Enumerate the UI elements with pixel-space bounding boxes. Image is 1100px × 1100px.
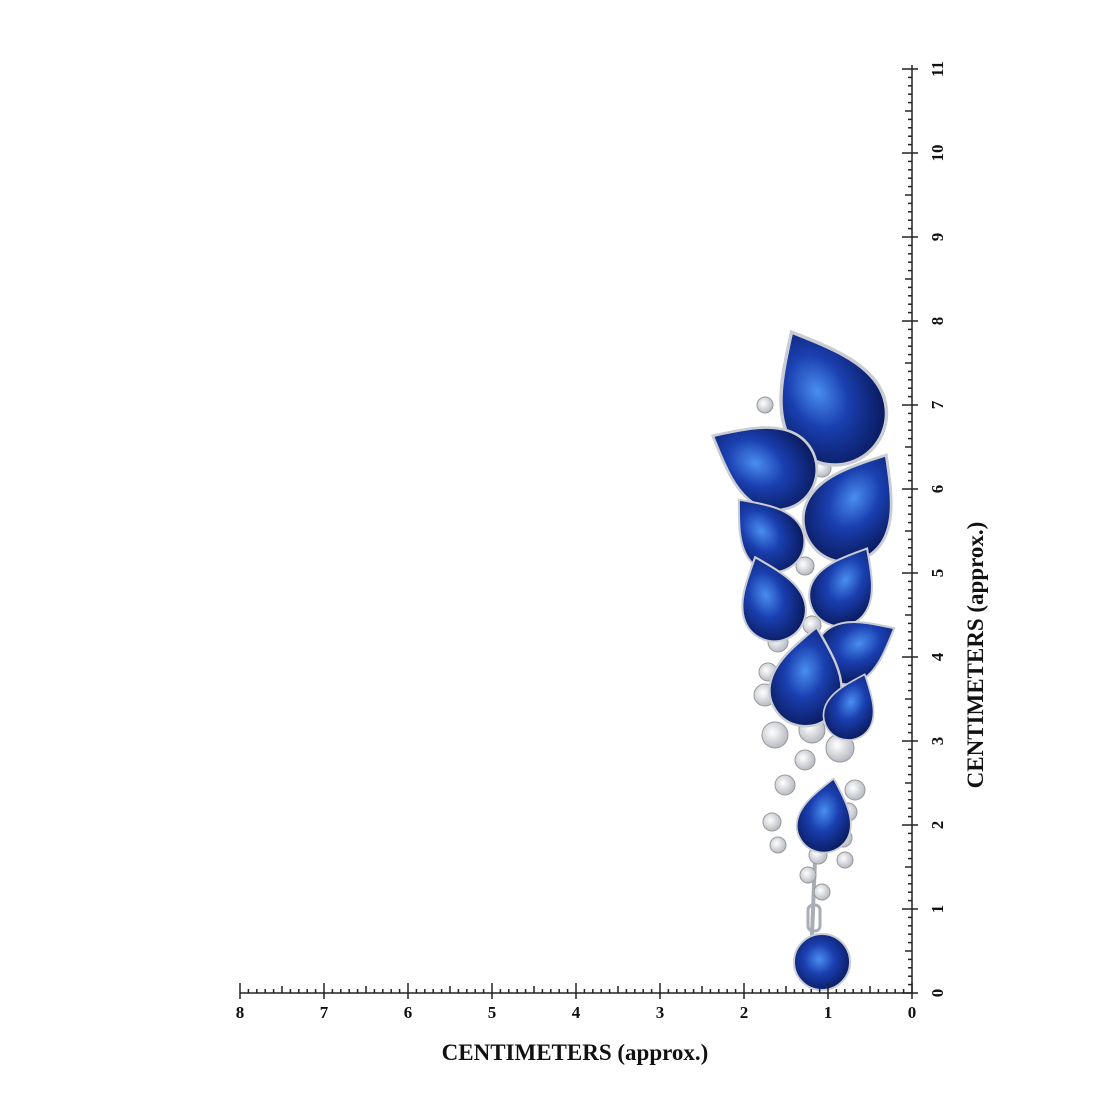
y-tick-label: 3 [928, 737, 947, 746]
y-tick-label: 11 [928, 61, 947, 77]
x-tick-label: 6 [404, 1003, 413, 1022]
x-axis-label: CENTIMETERS (approx.) [442, 1040, 709, 1065]
x-tick-label: 1 [824, 1003, 833, 1022]
earring [692, 306, 924, 991]
y-tick-label: 4 [928, 652, 947, 661]
y-tick-label: 2 [928, 821, 947, 830]
y-tick-label: 7 [928, 400, 947, 409]
y-tick-label: 0 [928, 989, 947, 998]
rulers: CENTIMETERS (approx.) CENTIMETERS (appro… [236, 61, 988, 1065]
y-axis-label: CENTIMETERS (approx.) [963, 522, 988, 789]
x-tick-label: 0 [908, 1003, 917, 1022]
y-tick-label: 8 [928, 317, 947, 326]
y-tick-label: 10 [928, 145, 947, 162]
x-tick-label: 5 [488, 1003, 497, 1022]
y-tick-label: 1 [928, 905, 947, 914]
x-tick-label: 2 [740, 1003, 749, 1022]
x-tick-label: 7 [320, 1003, 329, 1022]
y-tick-label: 9 [928, 233, 947, 242]
y-tick-label: 5 [928, 569, 947, 578]
x-tick-label: 4 [572, 1003, 581, 1022]
x-tick-label: 8 [236, 1003, 245, 1022]
x-tick-label: 3 [656, 1003, 665, 1022]
y-tick-label: 6 [928, 485, 947, 494]
